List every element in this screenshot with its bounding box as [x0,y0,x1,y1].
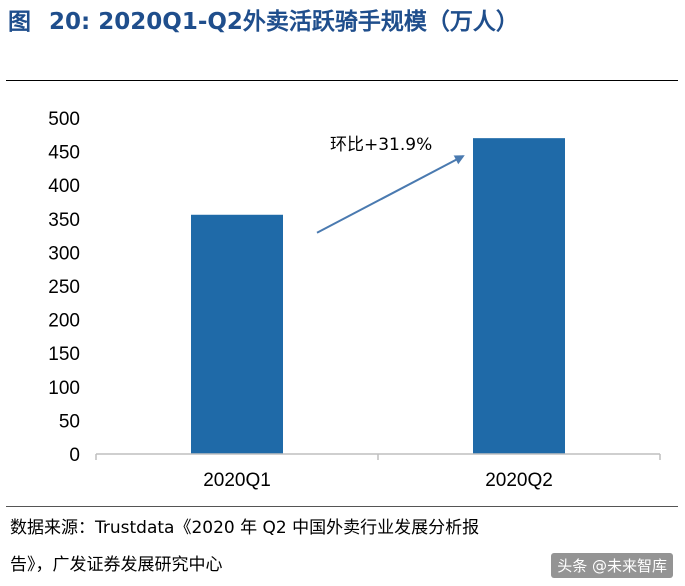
figure-title-text: 2020Q1-Q2外卖活跃骑手规模（万人） [98,9,519,35]
x-axis: 2020Q1 2020Q2 [95,453,661,491]
title-rule [6,80,678,81]
x-tick-label: 2020Q2 [485,470,553,491]
growth-annotation: 环比+31.9% [316,135,465,234]
y-tick-label: 250 [48,277,80,298]
y-tick-label: 50 [59,411,80,432]
x-tick-label: 2020Q1 [203,470,271,491]
y-tick-label: 150 [48,344,80,365]
y-tick-label: 200 [48,311,80,332]
figure-label: 图 [8,9,31,35]
bar-series [191,138,565,454]
figure-number: 20: [49,9,91,35]
source-rule [6,506,678,507]
watermark: 头条 @未来智库 [551,553,673,578]
growth-label: 环比+31.9% [330,135,432,155]
y-tick-label: 0 [69,445,80,466]
bar [473,138,565,454]
figure-title: 图 20: 2020Q1-Q2外卖活跃骑手规模（万人） [8,6,519,38]
source-line-1: 数据来源：Trustdata《2020 年 Q2 中国外卖行业发展分析报 [10,518,480,538]
y-tick-label: 500 [48,109,80,130]
y-tick-label: 450 [48,143,80,164]
source-line-2: 告》，广发证券发展研究中心 [10,555,223,575]
y-tick-label: 400 [48,176,80,197]
y-tick-label: 350 [48,210,80,231]
y-tick-label: 300 [48,243,80,264]
y-axis: 0 50 100 150 200 250 300 350 400 450 500 [48,109,80,466]
y-tick-label: 100 [48,378,80,399]
bar [191,214,283,454]
growth-arrow [316,155,465,234]
